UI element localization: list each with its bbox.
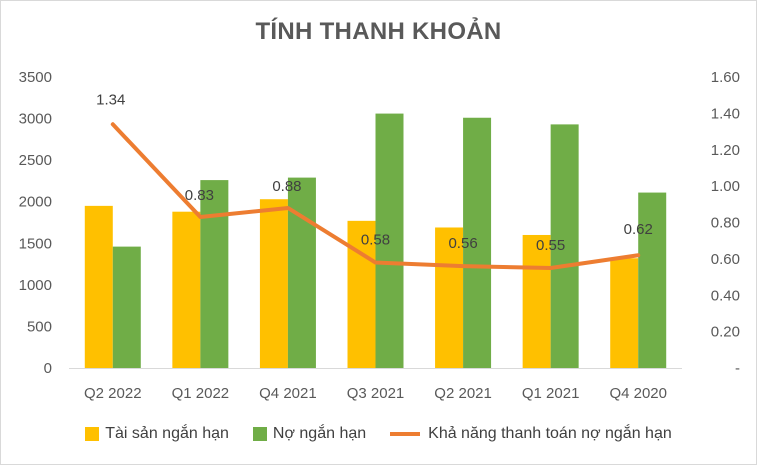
- legend-label-liabilities: Nợ ngắn hạn: [272, 425, 367, 442]
- data-label-ratio: 0.83: [185, 187, 214, 204]
- legend-label-assets: Tài sản ngắn hạn: [105, 425, 229, 442]
- y-left-tick-label: 500: [27, 318, 52, 335]
- chart-title: TÍNH THANH KHOẢN: [255, 18, 502, 45]
- bar-liabilities: [287, 177, 316, 368]
- bar-liabilities: [200, 180, 229, 368]
- x-tick-label: Q2 2021: [434, 385, 492, 402]
- bar-liabilities: [463, 117, 492, 369]
- x-tick-label: Q4 2021: [259, 385, 317, 402]
- x-tick-label: Q1 2022: [172, 385, 230, 402]
- y-right-tick-label: 1.20: [711, 142, 740, 159]
- y-left-tick-label: 3000: [19, 111, 52, 128]
- data-label-ratio: 1.34: [96, 91, 125, 108]
- bar-liabilities: [112, 246, 141, 368]
- y-right-tick-label: 0.80: [711, 215, 740, 232]
- y-right-tick-label: 0.60: [711, 251, 740, 268]
- bar-assets: [259, 199, 288, 368]
- bar-liabilities: [638, 192, 667, 368]
- data-label-ratio: 0.56: [448, 235, 477, 252]
- x-tick-label: Q2 2022: [84, 385, 142, 402]
- y-left-tick-label: 1500: [19, 235, 52, 252]
- legend-item-ratio: Khả năng thanh toán nợ ngắn hạn: [390, 425, 672, 443]
- y-right-tick-label: 0.20: [711, 324, 740, 341]
- y-right-tick-label: 1.60: [711, 69, 740, 86]
- y-right-tick-label: -: [735, 360, 740, 377]
- legend-item-liabilities: Nợ ngắn hạn: [252, 425, 367, 443]
- y-right-tick-label: 1.00: [711, 178, 740, 195]
- data-label-ratio: 0.58: [361, 232, 390, 249]
- legend-item-assets: Tài sản ngắn hạn: [85, 425, 229, 443]
- bar-liabilities: [550, 124, 579, 369]
- legend-swatch-assets: [85, 427, 100, 441]
- bar-assets: [610, 258, 639, 368]
- bar-assets: [347, 220, 376, 368]
- bar-assets: [84, 205, 113, 368]
- y-right-tick-label: 1.40: [711, 105, 740, 122]
- y-right-tick-label: 0.40: [711, 287, 740, 304]
- bar-assets: [172, 211, 201, 368]
- line-ratio: [110, 122, 641, 270]
- x-tick-label: Q3 2021: [347, 385, 405, 402]
- legend-label-ratio: Khả năng thanh toán nợ ngắn hạn: [428, 425, 672, 442]
- y-left-tick-label: 2500: [19, 152, 52, 169]
- x-tick-label: Q4 2020: [609, 385, 667, 402]
- y-left-tick-label: 0: [44, 360, 52, 377]
- bar-assets: [522, 234, 551, 368]
- x-tick-label: Q1 2021: [522, 385, 580, 402]
- data-label-ratio: 0.55: [536, 237, 565, 254]
- bar-assets: [435, 227, 464, 368]
- bar-liabilities: [375, 113, 404, 368]
- chart-legend: Tài sản ngắn hạn Nợ ngắn hạn Khả năng th…: [0, 425, 757, 443]
- legend-swatch-ratio: [390, 432, 421, 436]
- legend-swatch-liabilities: [252, 427, 267, 441]
- y-left-tick-label: 3500: [19, 69, 52, 86]
- data-label-ratio: 0.88: [272, 178, 301, 195]
- y-left-tick-label: 2000: [19, 194, 52, 211]
- y-left-tick-label: 1000: [19, 277, 52, 294]
- data-label-ratio: 0.62: [624, 221, 653, 238]
